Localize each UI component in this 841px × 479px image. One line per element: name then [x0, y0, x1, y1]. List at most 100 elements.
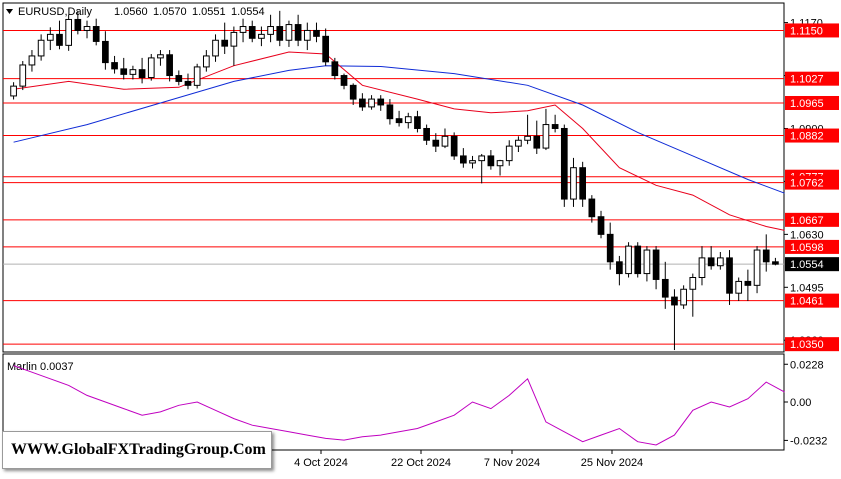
level-label-0: 1.1150: [790, 25, 823, 37]
candle-body-10: [102, 40, 109, 64]
candle-body-76: [707, 257, 715, 267]
candle-body-53: [496, 160, 504, 167]
level-label-bg-7: [785, 239, 839, 254]
symbol-dropdown-icon: [6, 9, 13, 14]
watermark-logo: WWW.GlobalFXTradingGroup.Com: [2, 431, 272, 469]
candle-body-50: [469, 160, 476, 164]
candle-body-63: [588, 198, 596, 218]
candle-body-25: [239, 26, 247, 33]
level-label-bg-3: [785, 128, 839, 143]
candle-body-56: [524, 135, 531, 141]
candle-body-43: [404, 116, 412, 124]
candle-body-71: [661, 278, 669, 298]
candle-body-30: [285, 24, 293, 41]
candle-body-18: [175, 75, 183, 82]
candle-body-14: [138, 69, 146, 79]
level-label-bg-8: [785, 293, 839, 308]
candle-body-29: [276, 26, 284, 41]
candle-body-81: [753, 249, 761, 286]
candle-body-59: [551, 124, 559, 129]
candle-body-11: [111, 62, 118, 70]
candle-body-52: [487, 155, 495, 167]
header-low: 1.0551: [192, 6, 226, 18]
current-price-label-bg: [785, 257, 839, 272]
candle-body-27: [258, 33, 265, 39]
candle-body-70: [652, 249, 660, 280]
candle-body-36: [340, 75, 348, 86]
x-tick-label-0: 4 Oct 2024: [294, 457, 348, 469]
candle-body-24: [230, 31, 238, 47]
ma-slow-line: [13, 65, 785, 194]
candle-body-62: [579, 167, 587, 200]
candle-body-58: [542, 124, 550, 149]
candle-body-28: [267, 26, 274, 35]
indicator-title: Marlin 0.0037: [7, 361, 74, 373]
candle-body-83: [772, 261, 779, 265]
candle-body-15: [147, 57, 155, 79]
level-label-8: 1.0461: [790, 296, 824, 308]
candle-body-61: [570, 167, 577, 200]
level-label-bg-6: [785, 212, 839, 227]
candle-body-34: [322, 35, 330, 63]
level-label-bg-5: [785, 175, 839, 190]
level-label-3: 1.0882: [790, 131, 824, 143]
candle-body-17: [166, 54, 173, 77]
candle-body-38: [359, 98, 366, 108]
level-label-2: 1.0965: [790, 98, 824, 110]
candle-body-4: [46, 33, 54, 41]
candle-body-13: [129, 69, 137, 75]
candle-body-1: [19, 64, 27, 87]
level-label-bg-2: [785, 95, 839, 110]
x-tick-label-1: 22 Oct 2024: [391, 457, 451, 469]
candle-body-5: [56, 33, 63, 46]
candle-body-19: [184, 80, 192, 86]
candle-body-57: [533, 135, 541, 149]
candle-body-54: [505, 145, 513, 162]
candle-body-40: [377, 98, 385, 106]
candle-body-21: [202, 55, 210, 68]
candle-body-16: [157, 54, 164, 59]
candle-body-44: [414, 116, 421, 129]
candle-body-8: [83, 26, 91, 31]
candle-body-60: [560, 127, 568, 200]
ind-tick-label-2: -0.0232: [790, 435, 827, 447]
candle-body-78: [726, 257, 733, 294]
header-symbol: EURUSD,Daily: [18, 6, 92, 18]
candle-body-77: [716, 257, 724, 267]
level-label-1: 1.1027: [790, 74, 824, 86]
candle-body-33: [313, 29, 320, 37]
x-tick-label-3: 25 Nov 2024: [581, 457, 643, 469]
candle-body-31: [294, 24, 302, 41]
candle-body-80: [744, 280, 752, 286]
candle-body-9: [92, 26, 100, 42]
header-close: 1.0554: [231, 6, 265, 18]
candle-body-64: [597, 216, 605, 235]
candle-body-82: [762, 249, 770, 263]
level-label-7: 1.0598: [790, 242, 824, 254]
level-label-bg-1: [785, 71, 839, 86]
candle-body-49: [459, 155, 467, 164]
candle-body-51: [478, 155, 486, 162]
x-tick-label-2: 7 Nov 2024: [484, 457, 540, 469]
candle-body-72: [671, 296, 678, 306]
level-label-6: 1.0667: [790, 215, 824, 227]
level-label-bg-9: [785, 337, 839, 352]
candle-body-20: [193, 66, 201, 86]
candle-body-2: [28, 55, 36, 66]
candle-body-23: [221, 39, 229, 47]
header-high: 1.0570: [153, 6, 187, 18]
candle-body-47: [441, 135, 449, 147]
candle-body-26: [248, 26, 256, 39]
candle-body-32: [303, 29, 311, 41]
candle-body-67: [625, 245, 632, 275]
candle-body-65: [606, 233, 614, 263]
candle-body-41: [386, 104, 394, 120]
current-price-label: 1.0554: [790, 259, 824, 271]
candle-body-79: [735, 280, 743, 294]
candle-body-45: [423, 127, 430, 141]
candle-body-75: [698, 257, 706, 278]
candle-body-0: [10, 85, 17, 97]
candle-body-48: [450, 135, 458, 157]
candle-body-6: [65, 18, 73, 46]
